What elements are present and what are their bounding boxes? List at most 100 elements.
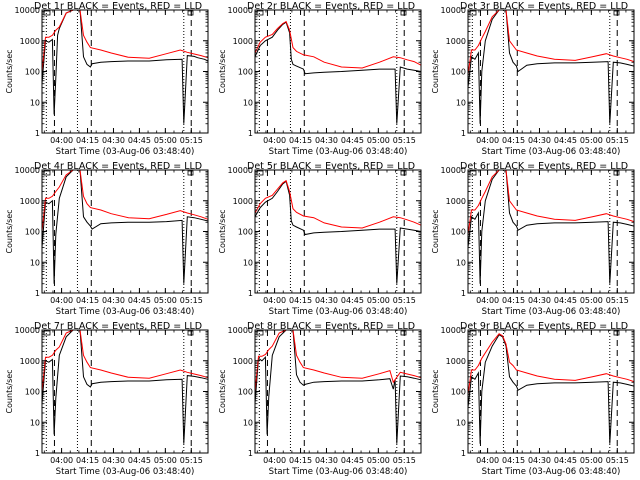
y-tick-label: 10000: [441, 6, 466, 15]
chart-panel-9: Det 9r BLACK = Events, RED = LLD 1 10 100 10…: [431, 321, 635, 477]
events-series-line: [254, 329, 422, 444]
y-tick-label: 10: [456, 258, 466, 267]
chart-title: Det 5r BLACK = Events, RED = LLD: [247, 161, 415, 172]
y-tick-label: 1: [461, 129, 466, 138]
x-tick-label: 05:00: [154, 296, 177, 305]
x-tick-label: 05:00: [154, 456, 177, 465]
lld-series-line: [254, 20, 422, 69]
chart-panel-8: Det 8r BLACK = Events, RED = LLD 1 10 100 10…: [218, 321, 422, 477]
lld-series-line: [467, 333, 635, 395]
y-axis-label: Counts/sec: [431, 49, 440, 93]
x-tick-label: 04:30: [102, 296, 125, 305]
y-tick-label: 10: [30, 98, 40, 107]
x-tick-label: 04:45: [128, 136, 151, 145]
x-tick-label: 05:15: [393, 456, 416, 465]
x-tick-label: 05:15: [180, 296, 203, 305]
x-tick-label: 04:45: [554, 136, 577, 145]
x-axis-label: Start Time (03-Aug-06 03:48:40): [56, 307, 195, 317]
x-axis-label: Start Time (03-Aug-06 03:48:40): [269, 467, 408, 477]
x-tick-label: 04:00: [476, 296, 499, 305]
chart-panel-4: Det 4r BLACK = Events, RED = LLD 1 10 100 10…: [5, 161, 209, 317]
y-tick-label: 10: [456, 98, 466, 107]
y-axis-label: Counts/sec: [431, 369, 440, 413]
y-tick-label: 1000: [233, 197, 253, 206]
events-series-line: [41, 169, 209, 284]
y-tick-label: 1000: [20, 197, 40, 206]
events-series-line: [254, 180, 422, 284]
x-tick-label: 05:00: [580, 136, 603, 145]
y-tick-label: 100: [451, 68, 466, 77]
y-tick-label: 100: [238, 388, 253, 397]
x-tick-label: 04:45: [341, 296, 364, 305]
y-tick-label: 10: [30, 258, 40, 267]
x-tick-label: 04:00: [263, 296, 286, 305]
corner-marker-box: [400, 170, 407, 176]
x-tick-label: 04:15: [502, 136, 525, 145]
x-tick-label: 05:15: [180, 136, 203, 145]
x-tick-label: 04:00: [476, 456, 499, 465]
corner-marker-box: [613, 330, 620, 336]
x-tick-label: 04:15: [76, 296, 99, 305]
chart-panel-2: Det 2r BLACK = Events, RED = LLD 1 10 100 10…: [218, 1, 422, 157]
x-tick-label: 04:45: [554, 456, 577, 465]
y-axis-label: Counts/sec: [431, 209, 440, 253]
x-axis-label: Start Time (03-Aug-06 03:48:40): [482, 307, 621, 317]
events-series-line: [467, 9, 635, 124]
x-tick-label: 04:00: [263, 456, 286, 465]
x-tick-label: 04:15: [289, 456, 312, 465]
x-tick-label: 05:00: [154, 136, 177, 145]
y-axis-label: Counts/sec: [5, 49, 14, 93]
events-series-line: [467, 334, 635, 444]
y-tick-label: 100: [451, 388, 466, 397]
x-tick-label: 04:45: [128, 456, 151, 465]
x-tick-label: 04:15: [289, 296, 312, 305]
corner-marker-box: [187, 170, 194, 176]
x-tick-label: 04:45: [341, 456, 364, 465]
x-tick-label: 04:30: [315, 456, 338, 465]
x-tick-label: 04:30: [528, 296, 551, 305]
y-tick-label: 10: [30, 418, 40, 427]
y-tick-label: 1000: [446, 197, 466, 206]
y-tick-label: 100: [238, 68, 253, 77]
x-axis-label: Start Time (03-Aug-06 03:48:40): [269, 307, 408, 317]
x-tick-label: 05:15: [393, 136, 416, 145]
y-tick-label: 1: [35, 449, 40, 458]
x-axis-label: Start Time (03-Aug-06 03:48:40): [56, 147, 195, 157]
x-tick-label: 04:30: [102, 456, 125, 465]
x-tick-label: 05:15: [606, 296, 629, 305]
y-axis-label: Counts/sec: [5, 369, 14, 413]
y-tick-label: 1000: [446, 357, 466, 366]
chart-panel-1: Det 1r BLACK = Events, RED = LLD 1 10 100 10…: [5, 1, 209, 157]
x-tick-label: 04:45: [128, 296, 151, 305]
y-tick-label: 1000: [446, 37, 466, 46]
chart-title: Det 9r BLACK = Events, RED = LLD: [460, 321, 628, 332]
x-tick-label: 04:15: [502, 296, 525, 305]
y-tick-label: 10000: [15, 6, 40, 15]
chart-panel-6: Det 6r BLACK = Events, RED = LLD 1 10 100 10…: [431, 161, 635, 317]
events-series-line: [41, 9, 209, 124]
x-tick-label: 04:00: [263, 136, 286, 145]
y-tick-label: 100: [25, 228, 40, 237]
y-tick-label: 1: [35, 289, 40, 298]
y-tick-label: 1: [461, 289, 466, 298]
y-tick-label: 10: [456, 418, 466, 427]
lld-series-line: [254, 179, 422, 229]
lld-series-line: [467, 169, 635, 235]
x-tick-label: 04:30: [528, 456, 551, 465]
x-tick-label: 04:15: [289, 136, 312, 145]
x-tick-label: 05:15: [606, 456, 629, 465]
y-tick-label: 10000: [15, 166, 40, 175]
y-tick-label: 10000: [228, 6, 253, 15]
y-tick-label: 1000: [233, 357, 253, 366]
chart-title: Det 7r BLACK = Events, RED = LLD: [34, 321, 202, 332]
x-tick-label: 04:15: [76, 136, 99, 145]
x-tick-label: 04:45: [341, 136, 364, 145]
y-axis-label: Counts/sec: [218, 209, 227, 253]
corner-marker-box: [613, 10, 620, 16]
x-tick-label: 04:00: [50, 296, 73, 305]
y-tick-label: 10: [243, 418, 253, 427]
x-tick-label: 05:15: [393, 296, 416, 305]
x-tick-label: 04:45: [554, 296, 577, 305]
x-tick-label: 04:15: [76, 456, 99, 465]
x-tick-label: 04:15: [502, 456, 525, 465]
